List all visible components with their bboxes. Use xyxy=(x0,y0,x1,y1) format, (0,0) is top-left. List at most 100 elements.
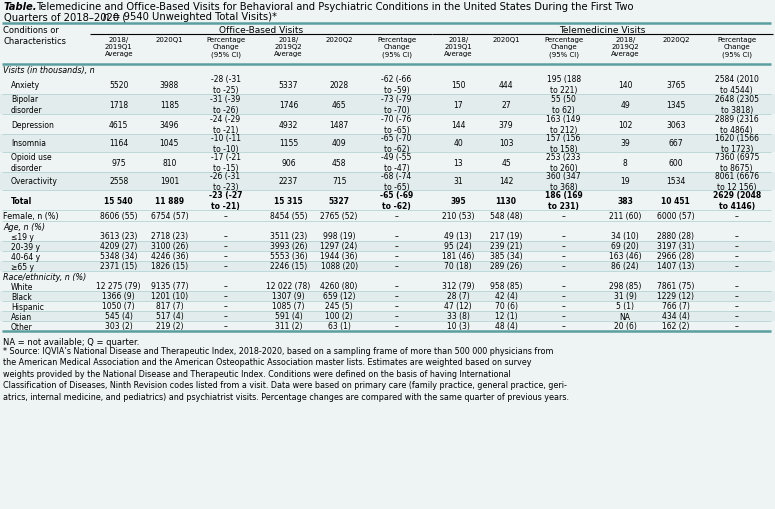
Text: 69 (20): 69 (20) xyxy=(611,242,639,251)
Text: 1229 (12): 1229 (12) xyxy=(657,292,694,301)
Text: 3511 (23): 3511 (23) xyxy=(270,232,307,241)
Text: -65 (-69
to -62): -65 (-69 to -62) xyxy=(380,191,413,210)
Text: 1164: 1164 xyxy=(109,139,129,148)
Text: 2629 (2048
to 4146): 2629 (2048 to 4146) xyxy=(712,191,761,210)
Text: 3496: 3496 xyxy=(160,120,179,129)
Text: –: – xyxy=(562,212,566,220)
Bar xyxy=(0,301,775,312)
Text: 211 (60): 211 (60) xyxy=(609,212,642,220)
Text: –: – xyxy=(562,242,566,251)
Text: 4209 (27): 4209 (27) xyxy=(100,242,137,251)
Text: 34 (10): 34 (10) xyxy=(611,232,639,241)
Text: 6000 (57): 6000 (57) xyxy=(657,212,694,220)
Text: 17: 17 xyxy=(453,100,463,109)
Text: Black: Black xyxy=(11,292,32,301)
Text: -73 (-79
to -70): -73 (-79 to -70) xyxy=(381,95,412,115)
Text: 303 (2): 303 (2) xyxy=(105,322,133,331)
Text: 409: 409 xyxy=(332,139,346,148)
Text: 444: 444 xyxy=(499,80,513,89)
Text: 5348 (34): 5348 (34) xyxy=(100,252,137,261)
Text: –: – xyxy=(223,302,227,311)
Text: -28 (-31
to -25): -28 (-31 to -25) xyxy=(211,75,240,95)
Text: –: – xyxy=(562,322,566,331)
Text: Quarters of 2018–2020 (: Quarters of 2018–2020 ( xyxy=(4,12,126,22)
Text: –: – xyxy=(562,232,566,241)
Text: 2371 (15): 2371 (15) xyxy=(100,262,137,271)
Text: -49 (-55
to -47): -49 (-55 to -47) xyxy=(381,153,412,173)
Text: Depression: Depression xyxy=(11,120,54,129)
Text: 395: 395 xyxy=(450,196,466,205)
Text: 383: 383 xyxy=(617,196,633,205)
Text: 33 (8): 33 (8) xyxy=(446,312,470,321)
Text: 1746: 1746 xyxy=(279,100,298,109)
Text: -31 (-39
to -26): -31 (-39 to -26) xyxy=(210,95,240,115)
Text: Table.: Table. xyxy=(4,2,37,12)
Text: 45: 45 xyxy=(501,158,511,167)
Text: –: – xyxy=(394,212,398,220)
Text: 2584 (2010
to 4544): 2584 (2010 to 4544) xyxy=(715,75,759,95)
Text: –: – xyxy=(394,282,398,291)
Text: 12 022 (78): 12 022 (78) xyxy=(267,282,311,291)
Text: 2558: 2558 xyxy=(109,177,129,186)
Text: 312 (79): 312 (79) xyxy=(442,282,474,291)
Text: –: – xyxy=(223,312,227,321)
Text: 2028: 2028 xyxy=(329,80,349,89)
Text: 163 (149
to 212): 163 (149 to 212) xyxy=(546,115,580,134)
Text: 2246 (15): 2246 (15) xyxy=(270,262,307,271)
Text: 975: 975 xyxy=(112,158,126,167)
Text: 13: 13 xyxy=(453,158,463,167)
Text: 5327: 5327 xyxy=(329,196,350,205)
Text: 1088 (20): 1088 (20) xyxy=(321,262,358,271)
Text: 150: 150 xyxy=(451,80,466,89)
Text: -65 (-70
to -62): -65 (-70 to -62) xyxy=(381,134,412,153)
Bar xyxy=(0,271,775,281)
Text: 253 (233
to 260): 253 (233 to 260) xyxy=(546,153,580,173)
Text: –: – xyxy=(394,242,398,251)
Text: 12 275 (79): 12 275 (79) xyxy=(97,282,141,291)
Text: 311 (2): 311 (2) xyxy=(274,322,302,331)
Text: 4260 (80): 4260 (80) xyxy=(320,282,358,291)
Text: 289 (26): 289 (26) xyxy=(490,262,522,271)
Text: –: – xyxy=(223,252,227,261)
Text: 1307 (9): 1307 (9) xyxy=(272,292,305,301)
Text: Bipolar
disorder: Bipolar disorder xyxy=(11,95,43,115)
Text: –: – xyxy=(735,262,739,271)
Text: 465: 465 xyxy=(332,100,346,109)
Text: 6754 (57): 6754 (57) xyxy=(150,212,188,220)
Text: 40-64 y: 40-64 y xyxy=(11,252,40,261)
Text: 8606 (55): 8606 (55) xyxy=(100,212,137,220)
Bar xyxy=(0,135,775,153)
Text: 3063: 3063 xyxy=(666,120,686,129)
Text: 39: 39 xyxy=(620,139,630,148)
Text: 434 (4): 434 (4) xyxy=(662,312,690,321)
Text: 95 (24): 95 (24) xyxy=(444,242,472,251)
Text: 3988: 3988 xyxy=(160,80,179,89)
Text: –: – xyxy=(223,322,227,331)
Text: 3765: 3765 xyxy=(666,80,686,89)
Text: 1201 (10): 1201 (10) xyxy=(151,292,188,301)
Text: –: – xyxy=(735,252,739,261)
Text: 42 (4): 42 (4) xyxy=(494,292,518,301)
Text: 1085 (7): 1085 (7) xyxy=(272,302,305,311)
Bar xyxy=(0,191,775,211)
Text: 2237: 2237 xyxy=(279,177,298,186)
Text: –: – xyxy=(562,252,566,261)
Bar xyxy=(0,211,775,221)
Text: 1045: 1045 xyxy=(160,139,179,148)
Text: 3197 (31): 3197 (31) xyxy=(657,242,694,251)
Text: -26 (-31
to -23): -26 (-31 to -23) xyxy=(211,172,240,191)
Text: 360 (347
to 368): 360 (347 to 368) xyxy=(546,172,581,191)
Text: 55 (50
to 62): 55 (50 to 62) xyxy=(551,95,576,115)
Text: 102: 102 xyxy=(618,120,632,129)
Text: 70 (6): 70 (6) xyxy=(494,302,518,311)
Text: 2889 (2316
to 4864): 2889 (2316 to 4864) xyxy=(715,115,759,134)
Text: -62 (-66
to -59): -62 (-66 to -59) xyxy=(381,75,412,95)
Text: 1297 (24): 1297 (24) xyxy=(321,242,358,251)
Text: = 9540 Unweighted Total Visits)*: = 9540 Unweighted Total Visits)* xyxy=(109,12,277,22)
Text: Telemedicine and Office-Based Visits for Behavioral and Psychiatric Conditions i: Telemedicine and Office-Based Visits for… xyxy=(36,2,633,12)
Text: –: – xyxy=(735,312,739,321)
Text: 186 (169
to 231): 186 (169 to 231) xyxy=(545,191,583,210)
Bar xyxy=(0,24,775,64)
Text: 219 (2): 219 (2) xyxy=(156,322,183,331)
Text: Percentage
Change
(95% CI): Percentage Change (95% CI) xyxy=(206,37,245,58)
